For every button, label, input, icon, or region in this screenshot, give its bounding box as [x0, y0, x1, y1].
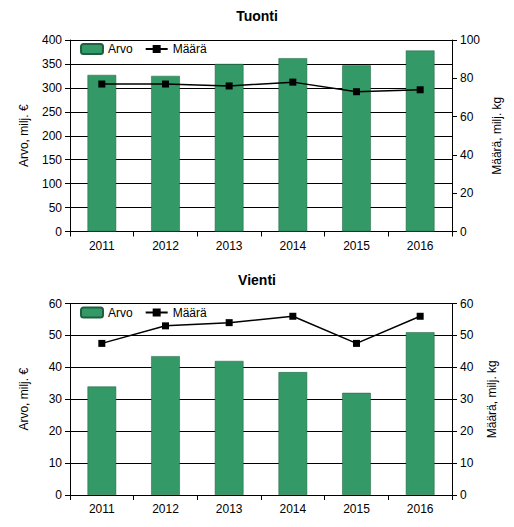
svg-text:250: 250	[42, 105, 62, 119]
svg-text:2012: 2012	[152, 239, 179, 253]
svg-text:0: 0	[55, 488, 62, 502]
svg-text:Arvo: Arvo	[108, 42, 133, 56]
svg-text:2013: 2013	[216, 239, 243, 253]
svg-text:400: 400	[42, 33, 62, 47]
svg-text:60: 60	[49, 297, 63, 311]
svg-text:300: 300	[42, 81, 62, 95]
svg-text:Arvo, milj. €: Arvo, milj. €	[17, 368, 31, 431]
svg-text:200: 200	[42, 129, 62, 143]
svg-text:2011: 2011	[89, 502, 115, 516]
svg-text:100: 100	[460, 33, 480, 47]
svg-text:Määrä: Määrä	[173, 42, 207, 56]
svg-text:20: 20	[460, 186, 474, 200]
svg-text:0: 0	[55, 225, 62, 239]
svg-text:20: 20	[49, 424, 63, 438]
svg-text:30: 30	[49, 392, 63, 406]
svg-text:Arvo, milj. €: Arvo, milj. €	[17, 104, 31, 167]
svg-text:2011: 2011	[89, 239, 115, 253]
svg-text:40: 40	[49, 360, 63, 374]
svg-text:100: 100	[42, 177, 62, 191]
svg-text:2016: 2016	[407, 239, 434, 253]
svg-text:2015: 2015	[343, 239, 370, 253]
svg-text:Määrä, milj. kg: Määrä, milj. kg	[490, 97, 504, 175]
svg-text:Tuonti: Tuonti	[236, 8, 278, 24]
svg-text:10: 10	[460, 456, 474, 470]
svg-text:50: 50	[49, 201, 63, 215]
svg-text:50: 50	[460, 328, 474, 342]
svg-text:2014: 2014	[279, 239, 306, 253]
svg-text:150: 150	[42, 153, 62, 167]
svg-text:60: 60	[460, 297, 474, 311]
svg-text:Määrä: Määrä	[173, 306, 207, 320]
svg-text:2013: 2013	[216, 502, 243, 516]
svg-text:Määrä, milj. kg: Määrä, milj. kg	[485, 360, 499, 438]
svg-text:80: 80	[460, 71, 474, 85]
svg-text:350: 350	[42, 57, 62, 71]
svg-text:0: 0	[460, 225, 467, 239]
svg-text:10: 10	[49, 456, 63, 470]
svg-text:2016: 2016	[407, 502, 434, 516]
svg-text:50: 50	[49, 328, 63, 342]
svg-text:40: 40	[460, 148, 474, 162]
svg-text:2014: 2014	[279, 502, 306, 516]
svg-text:2015: 2015	[343, 502, 370, 516]
svg-text:2012: 2012	[152, 502, 179, 516]
svg-text:60: 60	[460, 110, 474, 124]
svg-text:0: 0	[460, 488, 467, 502]
svg-text:30: 30	[460, 392, 474, 406]
svg-text:Vienti: Vienti	[238, 272, 276, 288]
svg-text:20: 20	[460, 424, 474, 438]
svg-text:40: 40	[460, 360, 474, 374]
svg-text:Arvo: Arvo	[108, 306, 133, 320]
